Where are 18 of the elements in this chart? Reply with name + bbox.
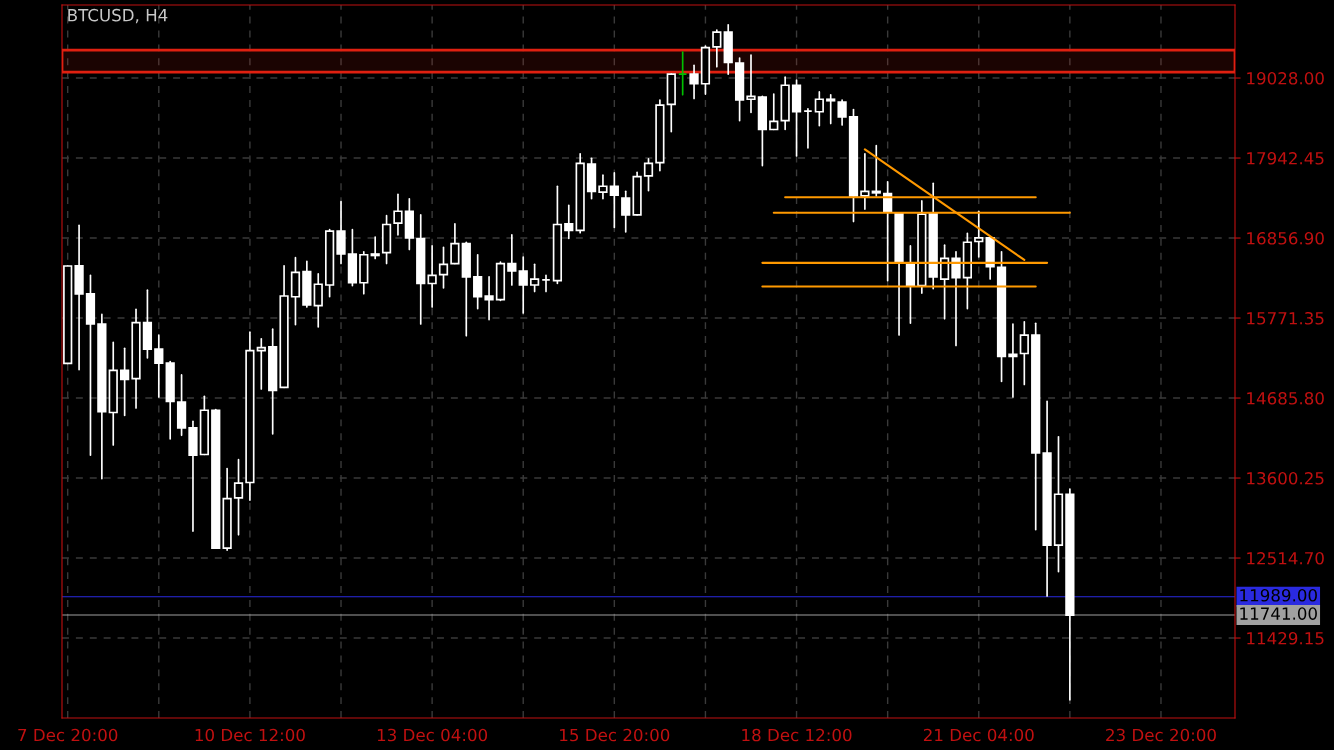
x-tick-label: 21 Dec 04:00 bbox=[923, 728, 1034, 742]
x-tick-label: 18 Dec 12:00 bbox=[742, 728, 852, 742]
y-tick-label: 13600.25 bbox=[1247, 471, 1324, 485]
x-tick-label: 7 Dec 20:00 bbox=[18, 728, 118, 742]
x-tick-label: 15 Dec 20:00 bbox=[560, 728, 670, 742]
x-tick-label: 23 Dec 20:00 bbox=[1106, 728, 1216, 742]
x-tick-label: 13 Dec 04:00 bbox=[377, 728, 488, 742]
y-tick-label: 19028.00 bbox=[1247, 71, 1324, 85]
y-tick-label: 17942.45 bbox=[1247, 151, 1324, 165]
ref-line-label: 11741.00 bbox=[1240, 607, 1317, 620]
y-tick-label: 11429.15 bbox=[1247, 631, 1324, 645]
chart-title: BTCUSD, H4 bbox=[68, 8, 168, 24]
y-tick-label: 14685.80 bbox=[1247, 391, 1324, 405]
y-tick-label: 12514.70 bbox=[1247, 551, 1324, 565]
y-tick-label: 15771.35 bbox=[1247, 311, 1324, 325]
x-tick-label: 10 Dec 12:00 bbox=[195, 728, 305, 742]
y-tick-label: 16856.90 bbox=[1247, 231, 1324, 245]
ref-line-label: 11989.00 bbox=[1240, 589, 1317, 602]
